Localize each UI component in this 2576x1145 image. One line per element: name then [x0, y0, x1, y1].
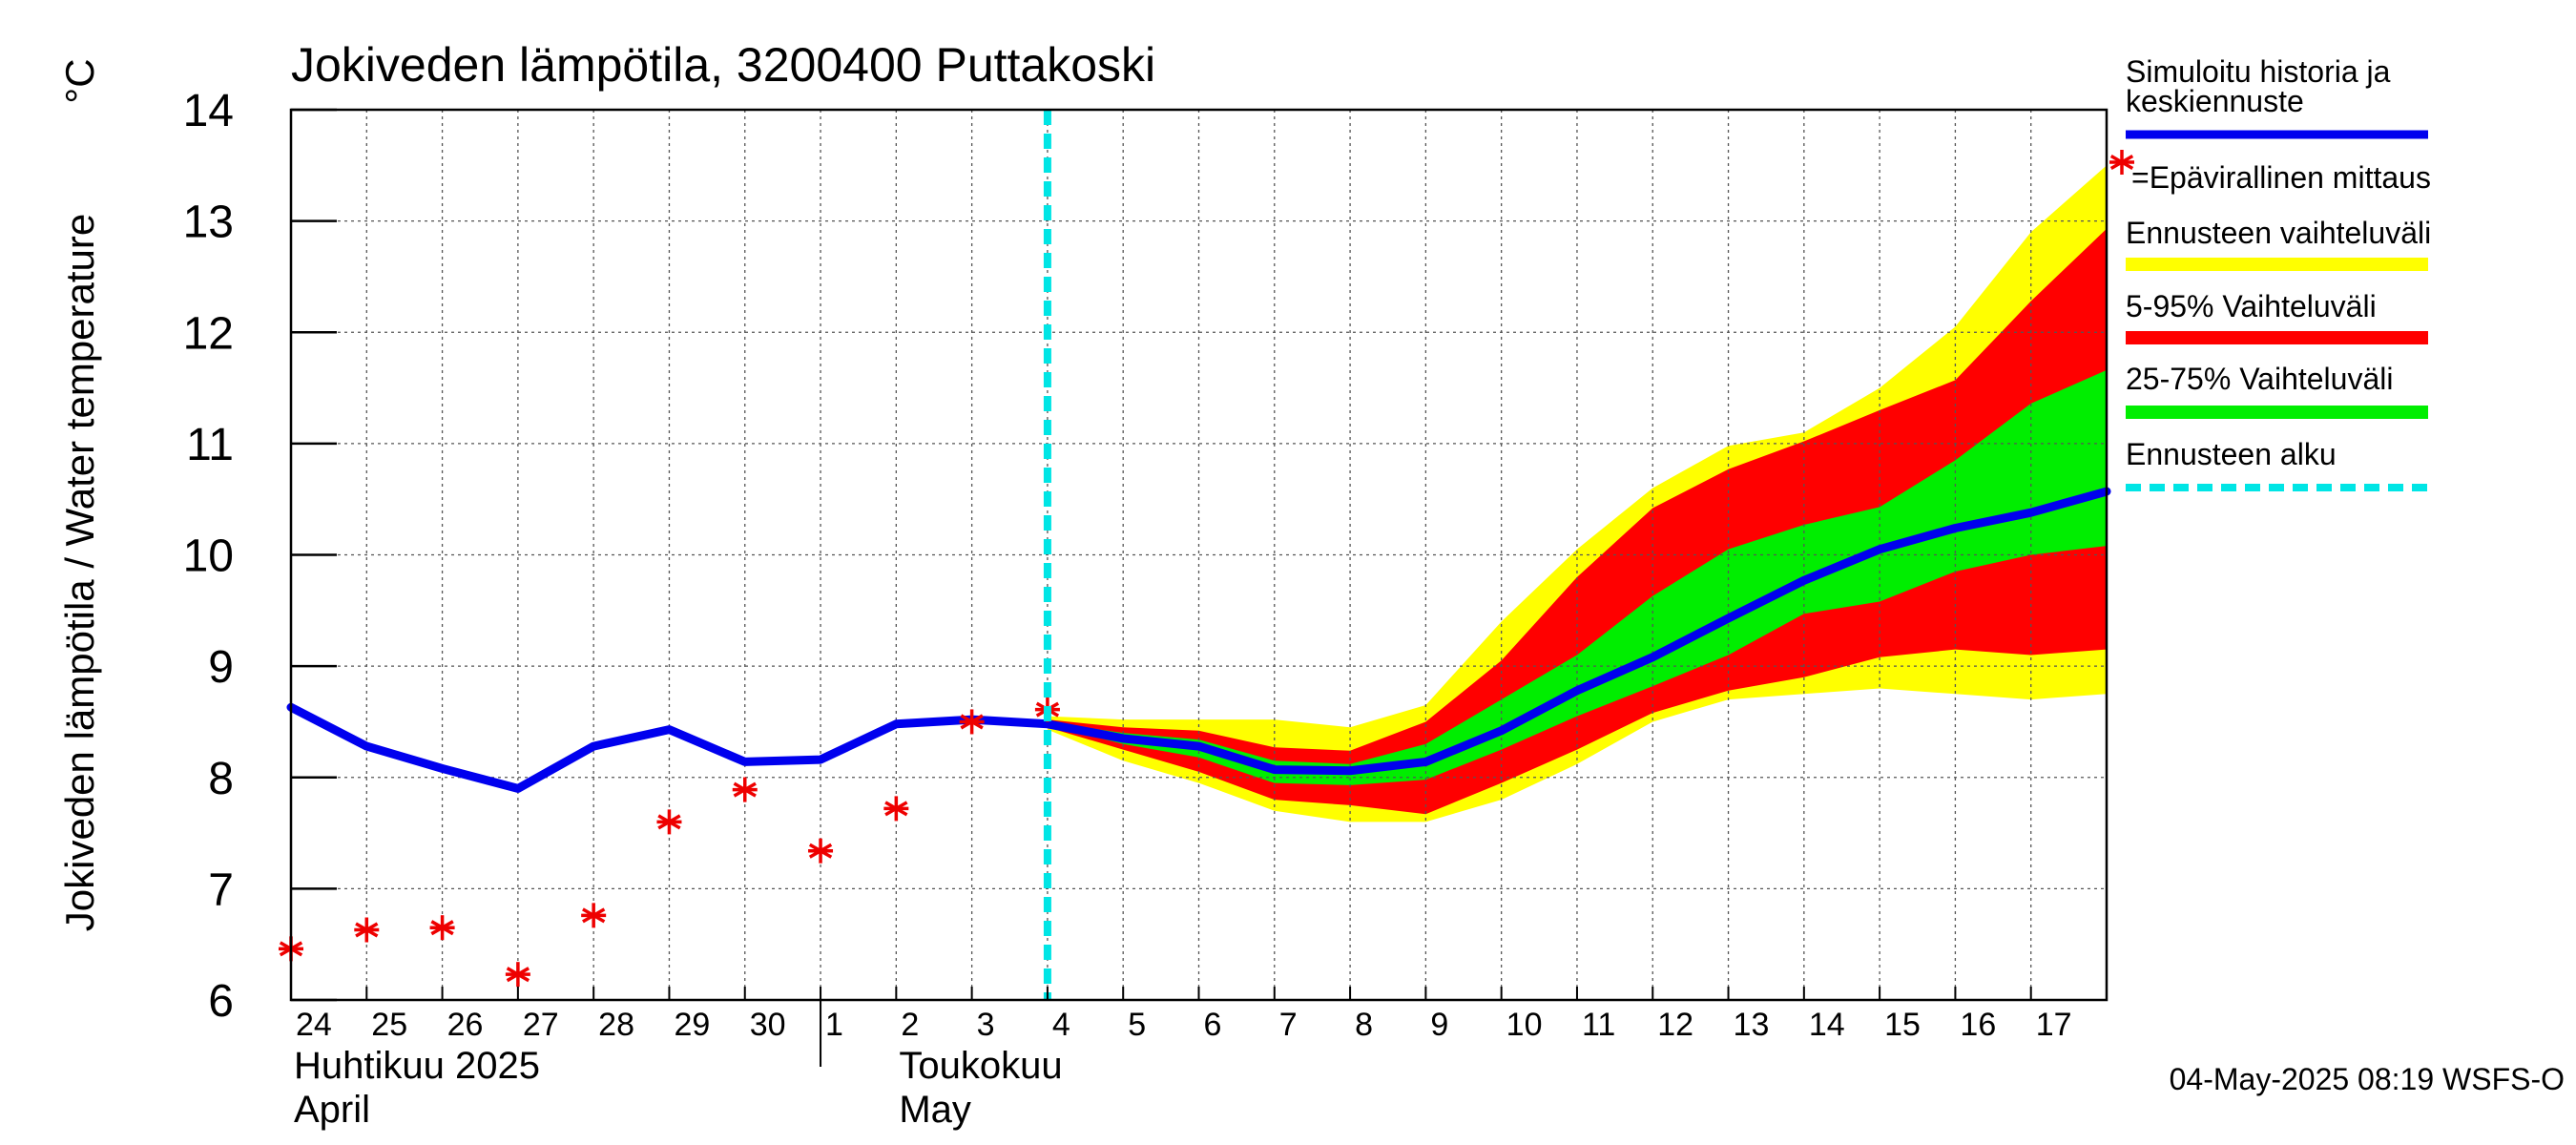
y-axis-unit: °C: [57, 58, 102, 103]
legend-label-simulated: Simuloitu historia ja: [2126, 54, 2391, 89]
x-day-label: 14: [1809, 1007, 1845, 1043]
x-day-label: 13: [1734, 1007, 1770, 1043]
legend-label-forecast-start: Ennusteen alku: [2126, 437, 2337, 471]
x-day-label: 27: [523, 1007, 559, 1043]
measurement-marker: [581, 903, 607, 928]
x-day-label: 5: [1128, 1007, 1146, 1043]
measurement-marker: [429, 915, 455, 941]
chart-title: Jokiveden lämpötila, 3200400 Puttakoski: [291, 38, 1155, 92]
legend-swatch-measurement: [2109, 150, 2134, 175]
x-day-label: 7: [1279, 1007, 1298, 1043]
x-month-label-en: April: [294, 1089, 370, 1131]
measurement-marker: [883, 796, 909, 822]
y-tick-label: 14: [183, 86, 234, 136]
x-day-label: 9: [1430, 1007, 1448, 1043]
measurement-marker: [505, 962, 530, 988]
y-tick-label: 8: [208, 754, 234, 804]
x-day-label: 3: [977, 1007, 995, 1043]
x-day-label: 28: [598, 1007, 634, 1043]
measurement-marker: [959, 709, 985, 735]
measurement-marker: [656, 809, 682, 835]
x-day-label: 10: [1506, 1007, 1543, 1043]
x-day-label: 24: [296, 1007, 332, 1043]
x-month-label: Huhtikuu 2025: [294, 1045, 540, 1087]
measurement-marker: [354, 917, 380, 943]
legend-label-simulated-2: keskiennuste: [2126, 84, 2304, 118]
y-tick-label: 9: [208, 642, 234, 693]
x-day-label: 16: [1960, 1007, 1996, 1043]
series-lines: [286, 487, 2111, 793]
x-day-label: 15: [1884, 1007, 1921, 1043]
x-day-label: 6: [1204, 1007, 1222, 1043]
legend-label-measurement: =Epävirallinen mittaus: [2131, 160, 2431, 195]
y-tick-label: 10: [183, 531, 234, 582]
x-day-label: 4: [1052, 1007, 1070, 1043]
x-day-label: 25: [371, 1007, 407, 1043]
y-axis-label: Jokiveden lämpötila / Water temperature: [57, 214, 102, 931]
legend-label-band-3: 25-75% Vaihteluväli: [2126, 362, 2393, 396]
series-line-1: [286, 487, 2111, 793]
x-day-label: 1: [825, 1007, 843, 1043]
y-axis: 6 7 8 9 10 11 12 13 14: [183, 86, 337, 1027]
x-day-label: 11: [1582, 1007, 1615, 1043]
y-tick-label: 11: [186, 420, 234, 470]
x-day-label: 29: [674, 1007, 710, 1043]
x-day-label: 2: [901, 1007, 919, 1043]
y-tick-label: 6: [208, 976, 234, 1027]
legend-label-band-2: 5-95% Vaihteluväli: [2126, 289, 2377, 323]
y-axis-label-group: Jokiveden lämpötila / Water temperature …: [57, 58, 102, 931]
grid-lines: [291, 110, 2107, 1000]
footer-timestamp: 04-May-2025 08:19 WSFS-O: [2170, 1062, 2565, 1096]
x-axis: 24 25 26 27 28 29 30 1 2 3 4 5 6 7 8 9 10 11 12 13 14 15 16 17H…: [290, 987, 2108, 1131]
measurement-marker: [732, 777, 758, 802]
x-day-label: 30: [750, 1007, 786, 1043]
x-day-label: 12: [1657, 1007, 1693, 1043]
legend-label-band-1: Ennusteen vaihteluväli: [2126, 216, 2431, 250]
y-tick-label: 13: [183, 198, 234, 248]
x-month-label-en: May: [899, 1089, 971, 1131]
x-day-label: 17: [2036, 1007, 2072, 1043]
x-day-label: 8: [1355, 1007, 1373, 1043]
measurement-marker: [808, 838, 834, 864]
y-tick-label: 7: [208, 864, 234, 915]
y-tick-label: 12: [183, 308, 234, 359]
x-month-label: Toukokuu: [899, 1045, 1062, 1087]
x-day-label: 26: [447, 1007, 484, 1043]
